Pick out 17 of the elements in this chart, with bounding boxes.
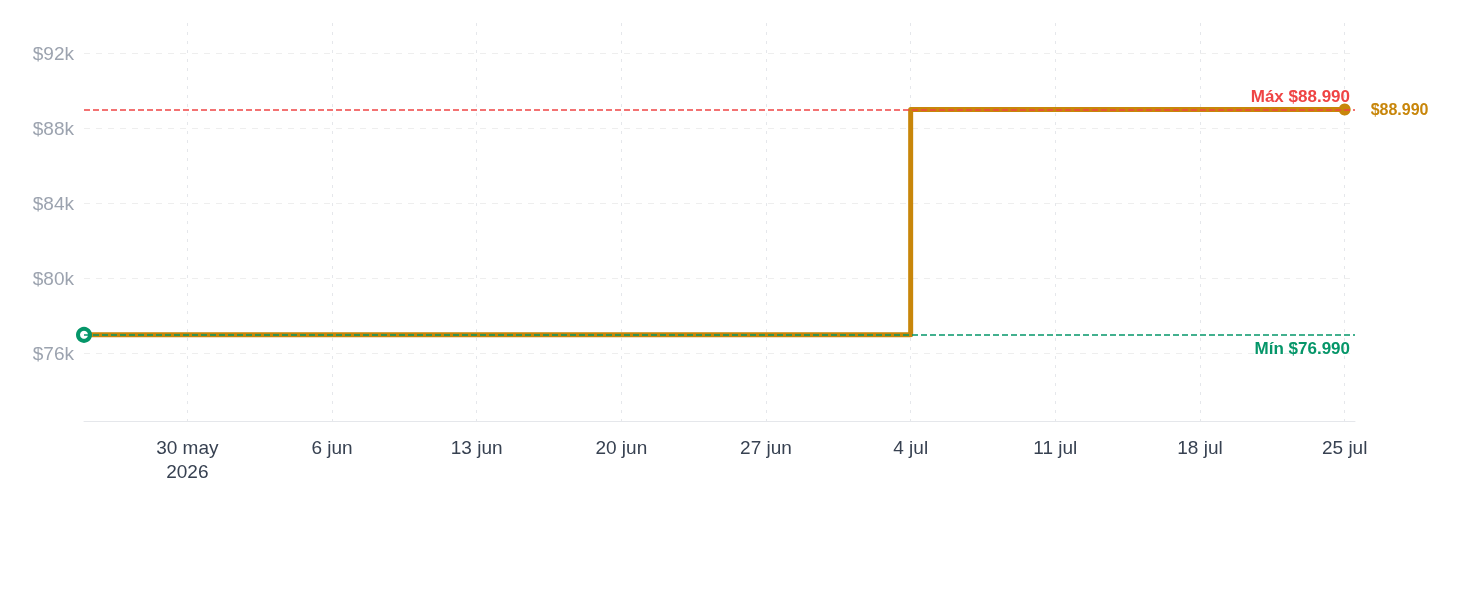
x-tick-label: 20 jun [595, 436, 648, 458]
x-tick-label: 4 jul [893, 436, 929, 458]
data-label: $88.990 [1370, 101, 1429, 119]
x-tick-label: 13 jun [450, 436, 503, 458]
x-tick-label: 6 jun [311, 436, 353, 458]
ref-line-label: Máx $88.990 [1250, 86, 1350, 106]
y-tick-label: $80k [32, 267, 75, 289]
x-tick-label: 25 jul [1321, 436, 1368, 458]
ref-line-label: Mín $76.990 [1254, 338, 1350, 358]
x-tick-label: 27 jun [740, 436, 792, 458]
y-tick-label: $84k [32, 192, 75, 214]
y-tick-label: $76k [32, 342, 75, 364]
y-tick-label: $92k [32, 42, 75, 64]
x-tick-label: 18 jul [1177, 436, 1223, 458]
x-tick-label: 30 may 2026 [156, 436, 219, 482]
y-tick-label: $88k [32, 117, 75, 139]
x-tick-label: 11 jul [1033, 436, 1078, 458]
